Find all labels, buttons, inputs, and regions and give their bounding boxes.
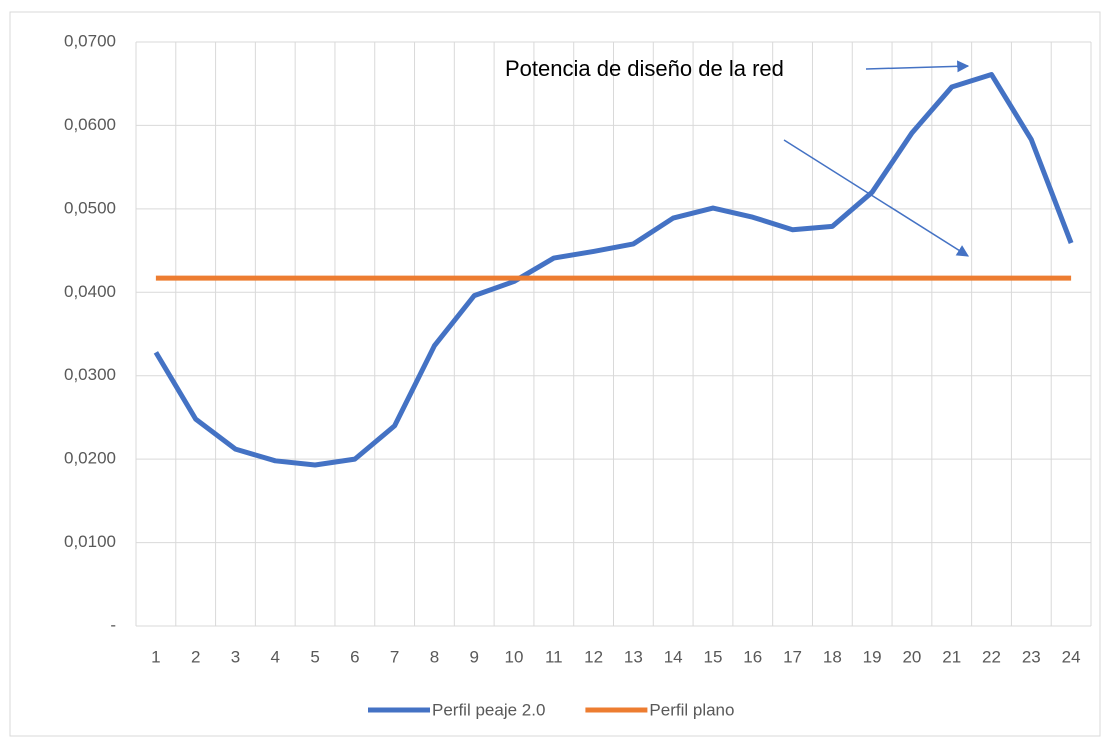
x-tick-label: 16 — [743, 647, 762, 666]
y-tick-label: 0,0100 — [64, 532, 116, 551]
x-tick-label: 23 — [1022, 647, 1041, 666]
legend-label: Perfil peaje 2.0 — [432, 700, 545, 719]
x-tick-label: 12 — [584, 647, 603, 666]
arrow — [865, 60, 970, 73]
x-tick-label: 14 — [664, 647, 683, 666]
x-tick-label: 21 — [942, 647, 961, 666]
x-tick-label: 18 — [823, 647, 842, 666]
legend-label: Perfil plano — [649, 700, 734, 719]
y-tick-label: 0,0700 — [64, 31, 116, 50]
x-tick-label: 22 — [982, 647, 1001, 666]
annotation: Potencia de diseño de la red — [505, 56, 784, 81]
arrow — [783, 139, 970, 257]
x-tick-label: 17 — [783, 647, 802, 666]
x-tick-label: 5 — [310, 647, 319, 666]
chart-border — [9, 11, 1101, 737]
y-tick-label: 0,0500 — [64, 198, 116, 217]
x-tick-label: 6 — [350, 647, 359, 666]
x-tick-label: 19 — [863, 647, 882, 666]
x-tick-label: 15 — [704, 647, 723, 666]
x-tick-label: 3 — [231, 647, 240, 666]
x-tick-label: 7 — [390, 647, 399, 666]
x-tick-label: 1 — [151, 647, 160, 666]
x-tick-label: 8 — [430, 647, 439, 666]
y-tick-label: 0,0300 — [64, 365, 116, 384]
y-tick-label: - — [110, 615, 116, 634]
x-tick-label: 2 — [191, 647, 200, 666]
y-tick-label: 0,0200 — [64, 449, 116, 468]
y-tick-label: 0,0600 — [64, 115, 116, 134]
x-tick-label: 11 — [545, 647, 563, 666]
x-tick-label: 20 — [902, 647, 921, 666]
x-tick-label: 9 — [469, 647, 478, 666]
x-tick-label: 10 — [505, 647, 524, 666]
x-tick-label: 4 — [271, 647, 280, 666]
series-line — [153, 72, 1074, 468]
x-tick-label: 24 — [1062, 647, 1081, 666]
x-tick-label: 13 — [624, 647, 643, 666]
y-tick-label: 0,0400 — [64, 282, 116, 301]
